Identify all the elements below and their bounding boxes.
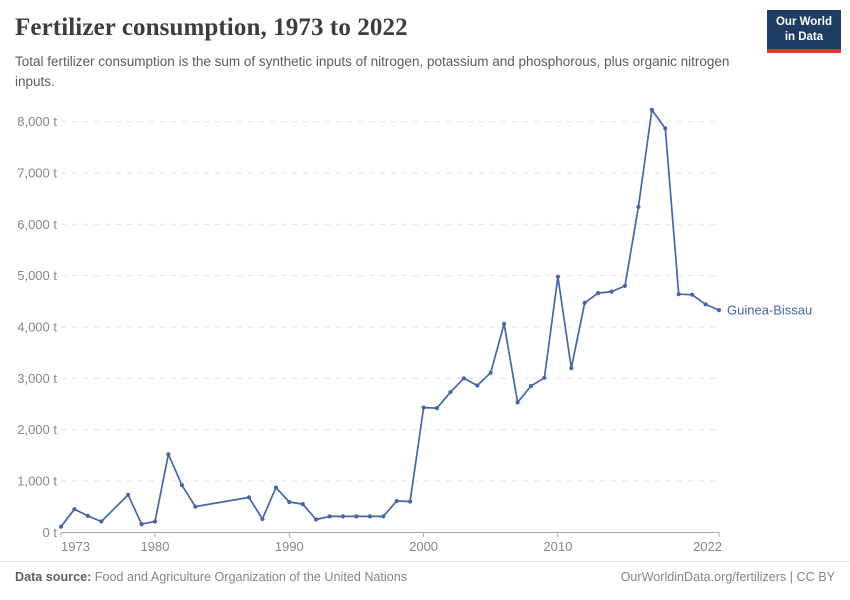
data-point-marker	[193, 504, 198, 509]
data-point-marker	[461, 376, 466, 381]
data-point-marker	[314, 517, 319, 522]
y-axis-tick-label: 4,000 t	[17, 320, 57, 335]
chart-subtitle: Total fertilizer consumption is the sum …	[15, 54, 730, 89]
data-point-marker	[381, 514, 386, 519]
data-point-marker	[716, 308, 722, 313]
y-axis-tick-label: 2,000 t	[17, 422, 57, 437]
x-axis-tick-label: 2010	[543, 539, 572, 554]
data-point-marker	[690, 292, 695, 297]
footer-divider	[0, 561, 850, 562]
data-point-marker	[300, 502, 305, 507]
data-point-marker	[273, 485, 278, 490]
data-source-note: Data source: Food and Agriculture Organi…	[15, 570, 407, 584]
data-point-marker	[340, 514, 346, 519]
data-point-marker	[649, 107, 655, 112]
data-point-marker	[126, 492, 131, 497]
data-point-marker	[99, 519, 104, 524]
data-point-marker	[85, 513, 90, 519]
owid-logo-line1: Our World	[775, 16, 832, 28]
x-axis-tick-label: 2022	[693, 539, 722, 554]
data-point-marker	[488, 370, 493, 375]
data-point-marker	[676, 292, 681, 297]
data-point-marker	[502, 321, 507, 326]
x-axis-tick-label: 2000	[409, 539, 438, 554]
y-axis-tick-label: 5,000 t	[17, 268, 57, 283]
data-point-marker	[663, 126, 668, 131]
x-axis-tick-label: 1990	[275, 539, 304, 554]
data-point-marker	[528, 383, 534, 389]
y-axis-tick-label: 6,000 t	[17, 217, 57, 232]
data-point-marker	[448, 390, 453, 395]
data-source-label: Data source:	[15, 570, 92, 584]
data-point-marker	[515, 400, 520, 405]
y-axis-tick-label: 1,000 t	[17, 473, 57, 488]
data-point-marker	[555, 274, 561, 279]
data-point-marker	[609, 289, 614, 294]
y-axis-tick-label: 7,000 t	[17, 166, 57, 181]
data-point-marker	[246, 495, 252, 500]
footer-link[interactable]: OurWorldinData.org/fertilizers | CC BY	[620, 570, 835, 584]
data-point-marker	[542, 375, 547, 380]
data-point-marker	[72, 507, 77, 512]
data-point-marker	[703, 302, 708, 307]
owid-logo-line2: in Data	[784, 30, 824, 43]
page-title: Fertilizer consumption, 1973 to 2022	[15, 14, 408, 41]
x-axis-tick-label: 1980	[141, 539, 170, 554]
data-series-line	[60, 109, 720, 528]
y-axis-tick-label: 0 t	[43, 525, 58, 540]
y-axis-tick-label: 3,000 t	[17, 371, 57, 386]
x-axis-tick-label: 1973	[61, 539, 90, 554]
data-point-marker	[139, 522, 144, 527]
data-point-marker	[260, 516, 265, 522]
data-point-marker	[421, 405, 426, 410]
data-point-marker	[287, 499, 292, 505]
data-point-marker	[327, 514, 332, 519]
data-point-marker	[152, 519, 158, 524]
data-point-marker	[622, 283, 628, 288]
data-point-marker	[569, 366, 574, 371]
data-point-marker	[408, 499, 413, 504]
data-point-marker	[58, 524, 64, 529]
owid-logo: Our World in Data	[766, 10, 841, 53]
chart-footer: Data source: Food and Agriculture Organi…	[15, 570, 835, 584]
series-entity-label[interactable]: Guinea-Bissau	[727, 303, 812, 318]
data-point-marker	[367, 514, 372, 519]
data-point-marker	[394, 498, 399, 504]
data-source-value: Food and Agriculture Organization of the…	[91, 570, 408, 584]
y-axis-tick-label: 8,000 t	[17, 114, 57, 129]
data-point-marker	[582, 300, 587, 305]
data-point-marker	[596, 291, 601, 296]
data-point-marker	[636, 204, 641, 209]
data-point-marker	[475, 383, 480, 388]
data-point-marker	[434, 406, 440, 411]
data-point-marker	[354, 514, 359, 519]
data-point-marker	[179, 483, 184, 488]
data-point-marker	[166, 452, 171, 457]
